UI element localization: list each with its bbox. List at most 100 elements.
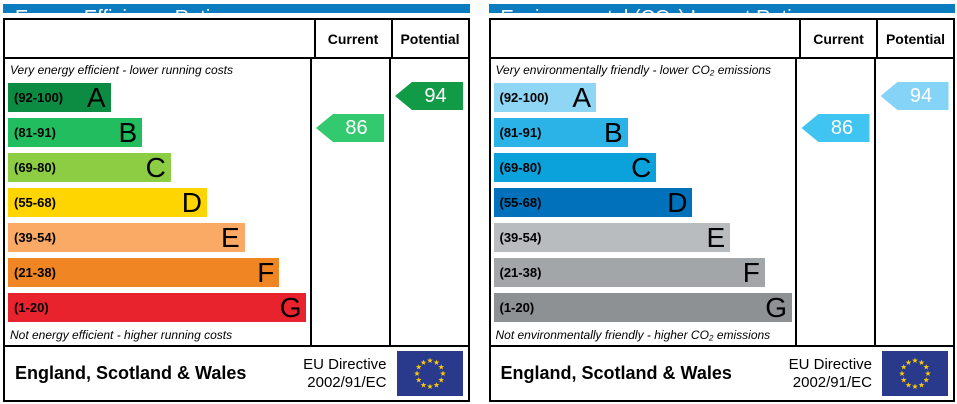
svg-text:★: ★ (912, 382, 919, 391)
band-bar-d: (55-68) D (8, 188, 207, 217)
environmental-current-rating-arrow: 86 (801, 114, 870, 142)
environmental-bands-column: Very environmentally friendly - lower CO… (491, 59, 796, 345)
band-range-label: (55-68) (14, 195, 56, 210)
band-range-label: (69-80) (499, 160, 542, 175)
environmental-potential-column: 94 (874, 59, 953, 345)
band-range-label: (39-54) (14, 230, 56, 245)
band-row-c: (69-80) C (8, 153, 310, 185)
energy-efficiency-panel: Energy Efficiency Rating Current Potenti… (3, 4, 470, 402)
energy-current-rating-arrow: 86 (316, 114, 384, 142)
band-letter: E (220, 222, 240, 253)
svg-text:★: ★ (413, 369, 420, 378)
band-letter: D (667, 187, 688, 218)
band-row-b: (81-91) B (493, 118, 796, 150)
environmental-current-rating-value: 86 (830, 116, 854, 139)
header-spacer (5, 20, 314, 57)
band-row-a: (92-100) A (493, 82, 796, 115)
band-letter: F (742, 257, 760, 288)
environmental-panel-title: Environmental (CO₂) Impact Rating (488, 4, 955, 13)
energy-footer: England, Scotland & Wales EU Directive 2… (5, 345, 468, 400)
energy-panel-title: Energy Efficiency Rating (3, 4, 470, 13)
band-letter: B (118, 117, 138, 148)
svg-text:★: ★ (415, 376, 422, 385)
energy-bottom-caption: Not energy efficient - higher running co… (10, 328, 233, 342)
band-row-g: (1-20) G (493, 292, 796, 325)
svg-text:★: ★ (437, 376, 444, 385)
svg-text:★: ★ (912, 356, 919, 365)
band-range-label: (21-38) (499, 265, 542, 280)
band-bar-b: (81-91) B (493, 118, 628, 147)
band-range-label: (1-20) (499, 300, 535, 315)
environmental-potential-rating-value: 94 (909, 84, 933, 107)
band-row-g: (1-20) G (8, 293, 310, 325)
environmental-current-column: 86 (795, 59, 874, 345)
energy-current-rating-value: 86 (345, 116, 368, 139)
band-letter: G (765, 292, 787, 323)
svg-text:★: ★ (905, 381, 912, 390)
svg-text:★: ★ (918, 381, 925, 390)
band-letter: F (257, 257, 275, 288)
band-letter: A (572, 82, 591, 113)
band-letter: C (145, 152, 166, 183)
svg-text:★: ★ (925, 369, 932, 378)
band-row-c: (69-80) C (493, 152, 796, 185)
band-row-e: (39-54) E (8, 223, 310, 255)
svg-text:★: ★ (918, 358, 925, 367)
band-bar-c: (69-80) C (8, 153, 171, 182)
svg-text:★: ★ (415, 363, 422, 372)
svg-text:★: ★ (900, 376, 907, 385)
svg-text:★: ★ (923, 376, 930, 385)
eu-directive-label: EU Directive 2002/91/EC (303, 355, 387, 391)
energy-chart-area: Very energy efficient - lower running co… (5, 59, 468, 345)
svg-text:★: ★ (439, 369, 446, 378)
band-letter: C (631, 152, 652, 183)
band-row-b: (81-91) B (8, 118, 310, 150)
band-range-label: (21-38) (14, 265, 56, 280)
energy-rating-table: Current Potential Very energy efficient … (3, 18, 470, 402)
band-range-label: (1-20) (14, 300, 49, 315)
region-label: England, Scotland & Wales (500, 363, 732, 383)
band-range-label: (81-91) (499, 125, 542, 140)
svg-text:★: ★ (433, 381, 440, 390)
band-row-a: (92-100) A (8, 83, 310, 115)
potential-column-header: Potential (876, 20, 953, 57)
environmental-chart-area: Very environmentally friendly - lower CO… (491, 59, 954, 345)
band-bar-f: (21-38) F (8, 257, 280, 288)
svg-text:★: ★ (420, 381, 427, 390)
energy-column-header-row: Current Potential (5, 20, 468, 59)
environmental-bottom-caption: Not environmentally friendly - higher CO… (495, 328, 771, 342)
environmental-impact-panel: Environmental (CO₂) Impact Rating Curren… (488, 4, 955, 402)
svg-text:★: ★ (900, 363, 907, 372)
band-bar-c: (69-80) C (493, 152, 657, 183)
energy-top-caption: Very energy efficient - lower running co… (10, 62, 233, 77)
svg-text:★: ★ (433, 358, 440, 367)
svg-text:★: ★ (923, 363, 930, 372)
band-range-label: (55-68) (499, 195, 542, 210)
environmental-rating-table: Current Potential Very environmentally f… (488, 18, 955, 402)
energy-potential-rating-value: 94 (424, 84, 447, 107)
energy-potential-rating-arrow: 94 (395, 82, 463, 110)
band-row-f: (21-38) F (493, 257, 796, 290)
band-bar-a: (92-100) A (493, 82, 596, 113)
band-bar-e: (39-54) E (8, 223, 245, 252)
band-range-label: (92-100) (499, 90, 549, 105)
region-label: England, Scotland & Wales (15, 363, 247, 383)
svg-text:★: ★ (426, 356, 433, 365)
energy-bands-column: Very energy efficient - lower running co… (5, 59, 310, 345)
band-letter: E (706, 222, 726, 253)
current-column-header: Current (313, 20, 391, 57)
current-column-header: Current (799, 20, 876, 57)
svg-text:★: ★ (420, 358, 427, 367)
svg-text:★: ★ (899, 369, 906, 378)
band-range-label: (39-54) (499, 230, 542, 245)
band-bar-a: (92-100) A (8, 83, 111, 112)
band-bar-g: (1-20) G (493, 292, 792, 323)
header-spacer (491, 20, 800, 57)
band-range-label: (81-91) (14, 125, 56, 140)
band-row-d: (55-68) D (8, 188, 310, 220)
band-letter: D (181, 187, 202, 218)
eu-directive-label: EU Directive 2002/91/EC (788, 355, 872, 391)
eu-flag-icon: ★ ★ ★★ ★★ ★★ ★★ ★★ (396, 351, 463, 396)
band-bar-e: (39-54) E (493, 222, 731, 253)
band-range-label: (92-100) (14, 90, 64, 105)
